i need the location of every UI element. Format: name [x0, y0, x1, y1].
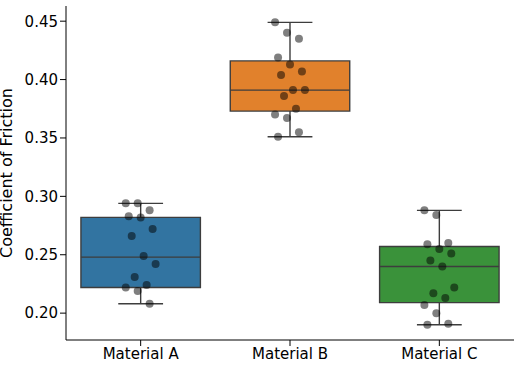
- svg-text:Material B: Material B: [252, 345, 328, 363]
- svg-text:0.25: 0.25: [25, 246, 58, 264]
- svg-text:0.35: 0.35: [25, 129, 58, 147]
- svg-text:0.30: 0.30: [25, 188, 58, 206]
- svg-text:Material C: Material C: [401, 345, 477, 363]
- svg-text:Material A: Material A: [103, 345, 180, 363]
- svg-text:0.20: 0.20: [25, 304, 58, 322]
- svg-text:Coefficient of Friction: Coefficient of Friction: [8, 88, 16, 258]
- svg-text:0.45: 0.45: [25, 13, 58, 31]
- svg-text:0.40: 0.40: [25, 71, 58, 89]
